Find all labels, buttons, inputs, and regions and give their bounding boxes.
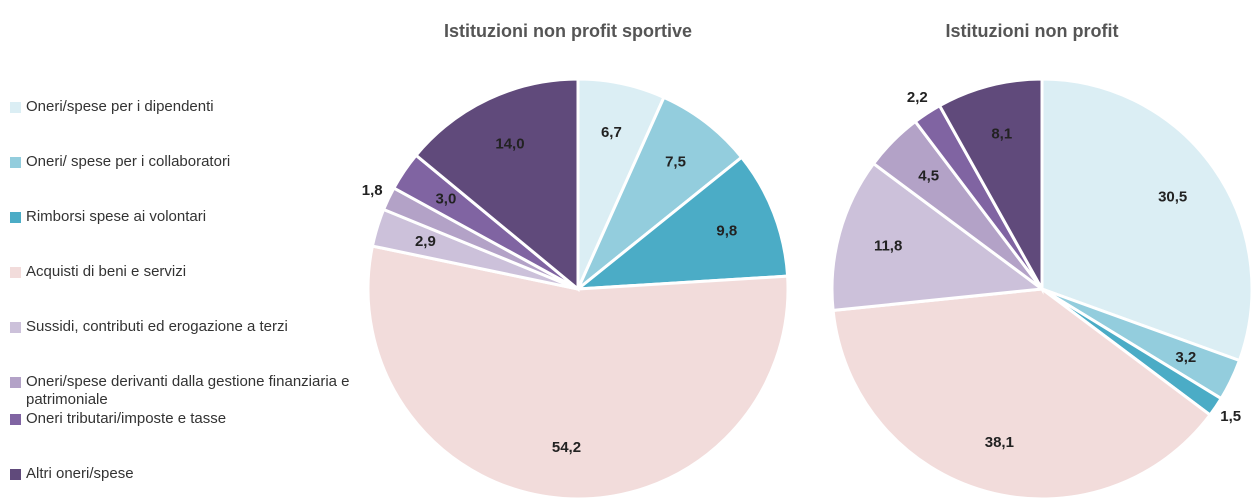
legend-item: Oneri tributari/imposte e tasse: [10, 410, 350, 428]
legend-swatch: [10, 377, 21, 388]
data-label: 4,5: [918, 168, 939, 185]
data-label: 11,8: [874, 238, 902, 255]
legend-label: Oneri/ spese per i collaboratori: [26, 153, 231, 170]
legend-item: Rimborsi spese ai volontari: [10, 208, 350, 226]
legend-item: Oneri/spese derivanti dalla gestione fin…: [10, 373, 350, 409]
pie-slice: [413, 77, 580, 293]
legend-swatch: [10, 469, 21, 480]
legend-swatch: [10, 414, 21, 425]
data-label: 3,0: [435, 190, 456, 207]
chart-title: Istituzioni non profit: [946, 21, 1119, 41]
legend-item: Oneri/spese per i dipendenti: [10, 98, 350, 116]
legend-item: Acquisti di beni e servizi: [10, 263, 350, 281]
legend-label: Oneri/spese per i dipendenti: [26, 98, 214, 115]
legend-swatch: [10, 322, 21, 333]
data-label: 3,2: [1175, 349, 1196, 366]
legend-label: Altri oneri/spese: [26, 465, 134, 482]
data-label: 7,5: [665, 154, 686, 171]
legend-swatch: [10, 157, 21, 168]
data-label: 1,8: [362, 182, 383, 199]
legend-label: Rimborsi spese ai volontari: [26, 208, 207, 225]
pie-slice: [1040, 77, 1254, 363]
data-label: 30,5: [1158, 188, 1187, 205]
pie-slice: [573, 155, 790, 291]
data-label: 2,9: [415, 233, 436, 250]
data-label: 1,5: [1220, 408, 1241, 425]
data-label: 8,1: [991, 126, 1012, 143]
pie-slice: [831, 287, 1213, 501]
legend: Oneri/spese per i dipendenti Oneri/ spese…: [10, 98, 350, 501]
legend-item: Oneri/ spese per i collaboratori: [10, 153, 350, 171]
chart-title: Istituzioni non profit sportive: [444, 21, 692, 41]
data-label: 2,2: [907, 89, 928, 106]
pie-slice: [366, 244, 790, 501]
pie-slice: [576, 95, 744, 291]
legend-label: Oneri/spese derivanti dalla gestione fin…: [26, 373, 350, 408]
legend-swatch: [10, 212, 21, 223]
legend-swatch: [10, 102, 21, 113]
data-label: 38,1: [985, 434, 1014, 451]
legend-item: Altri oneri/spese: [10, 465, 350, 483]
legend-label: Acquisti di beni e servizi: [26, 263, 187, 280]
legend-swatch: [10, 267, 21, 278]
legend-label: Oneri tributari/imposte e tasse: [26, 410, 227, 427]
data-label: 9,8: [716, 222, 737, 239]
pie-slice: [937, 77, 1044, 295]
legend-item: Sussidi, contributi ed erogazione a terz…: [10, 318, 350, 336]
data-label: 54,2: [552, 439, 581, 456]
data-label: 6,7: [601, 124, 622, 141]
pie-slice: [830, 161, 1046, 313]
legend-label: Sussidi, contributi ed erogazione a terz…: [26, 318, 288, 335]
data-label: 14,0: [495, 136, 524, 153]
